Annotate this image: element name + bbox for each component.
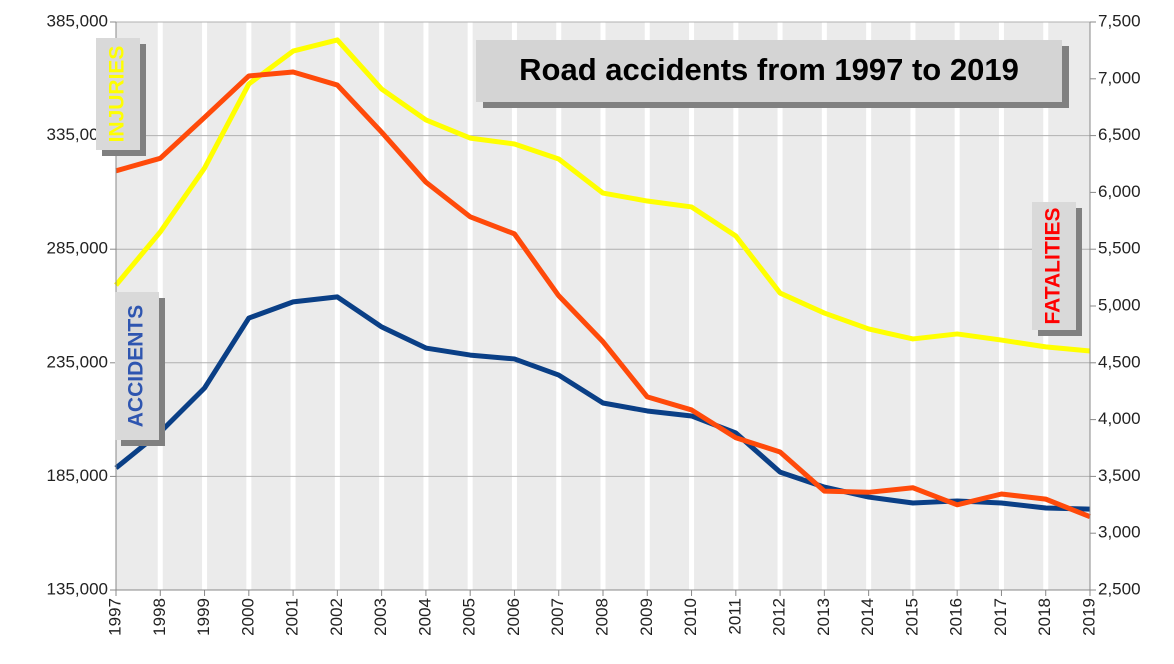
x-tick-label: 1998 [150,598,169,636]
x-tick-label: 2006 [504,598,523,636]
y2-tick-label: 7,000 [1098,68,1141,87]
y-tick-label: 235,000 [47,352,108,371]
lines [114,37,1091,520]
series-line [114,37,1091,354]
y-tick-label: 335,000 [47,125,108,144]
x-tick-label: 2019 [1079,598,1098,636]
series-line [115,69,1091,520]
y2-tick-label: 4,000 [1098,409,1141,428]
y2-tick-label: 5,000 [1098,295,1141,314]
y2-tick-label: 6,500 [1098,125,1141,144]
x-tick-label: 2005 [460,598,479,636]
series-label: FATALITIES [1042,207,1065,324]
x-tick-label: 2008 [592,598,611,636]
y2-tick-label: 2,500 [1098,579,1141,598]
x-tick-label: 2014 [858,598,877,636]
y-tick-label: 135,000 [47,579,108,598]
x-tick-label: 1997 [105,598,124,636]
x-tick-label: 2013 [814,598,833,636]
x-tick-label: 2004 [415,598,434,636]
y2-tick-label: 5,500 [1098,239,1141,258]
y-tick-label: 185,000 [47,466,108,485]
x-tick-label: 2012 [770,598,789,636]
label-box [1032,202,1076,330]
y-tick-label: 285,000 [47,239,108,258]
x-tick-label: 2010 [681,598,700,636]
x-tick-label: 2017 [991,598,1010,636]
y2-tick-label: 3,000 [1098,523,1141,542]
x-tick-label: 2009 [637,598,656,636]
label-box [96,38,140,150]
x-tick-label: 2018 [1035,598,1054,636]
series-label: ACCIDENTS [125,305,148,428]
x-tick-label: 2002 [327,598,346,636]
label-box [115,292,159,440]
x-tick-label: 2015 [902,598,921,636]
x-tick-label: 2011 [725,598,744,635]
series-label: INJURIES [106,46,129,143]
x-tick-label: 2000 [238,598,257,636]
x-tick-label: 2001 [283,598,302,636]
y2-tick-label: 4,500 [1098,352,1141,371]
series-labels: INJURIES ACCIDENTS FATALITIES [96,38,1082,446]
y2-tick-label: 3,500 [1098,466,1141,485]
title-box [476,40,1062,102]
series-line [114,294,1091,512]
y-tick-label: 385,000 [47,11,108,30]
x-tick-label: 1999 [194,598,213,636]
x-tick-label: 2007 [548,598,567,636]
x-tick-label: 2003 [371,598,390,636]
x-tick-label: 2016 [947,598,966,636]
chart-title: Road accidents from 1997 to 2019 [519,52,1019,87]
y2-tick-label: 6,000 [1098,182,1141,201]
y2-tick-label: 7,500 [1098,11,1141,30]
